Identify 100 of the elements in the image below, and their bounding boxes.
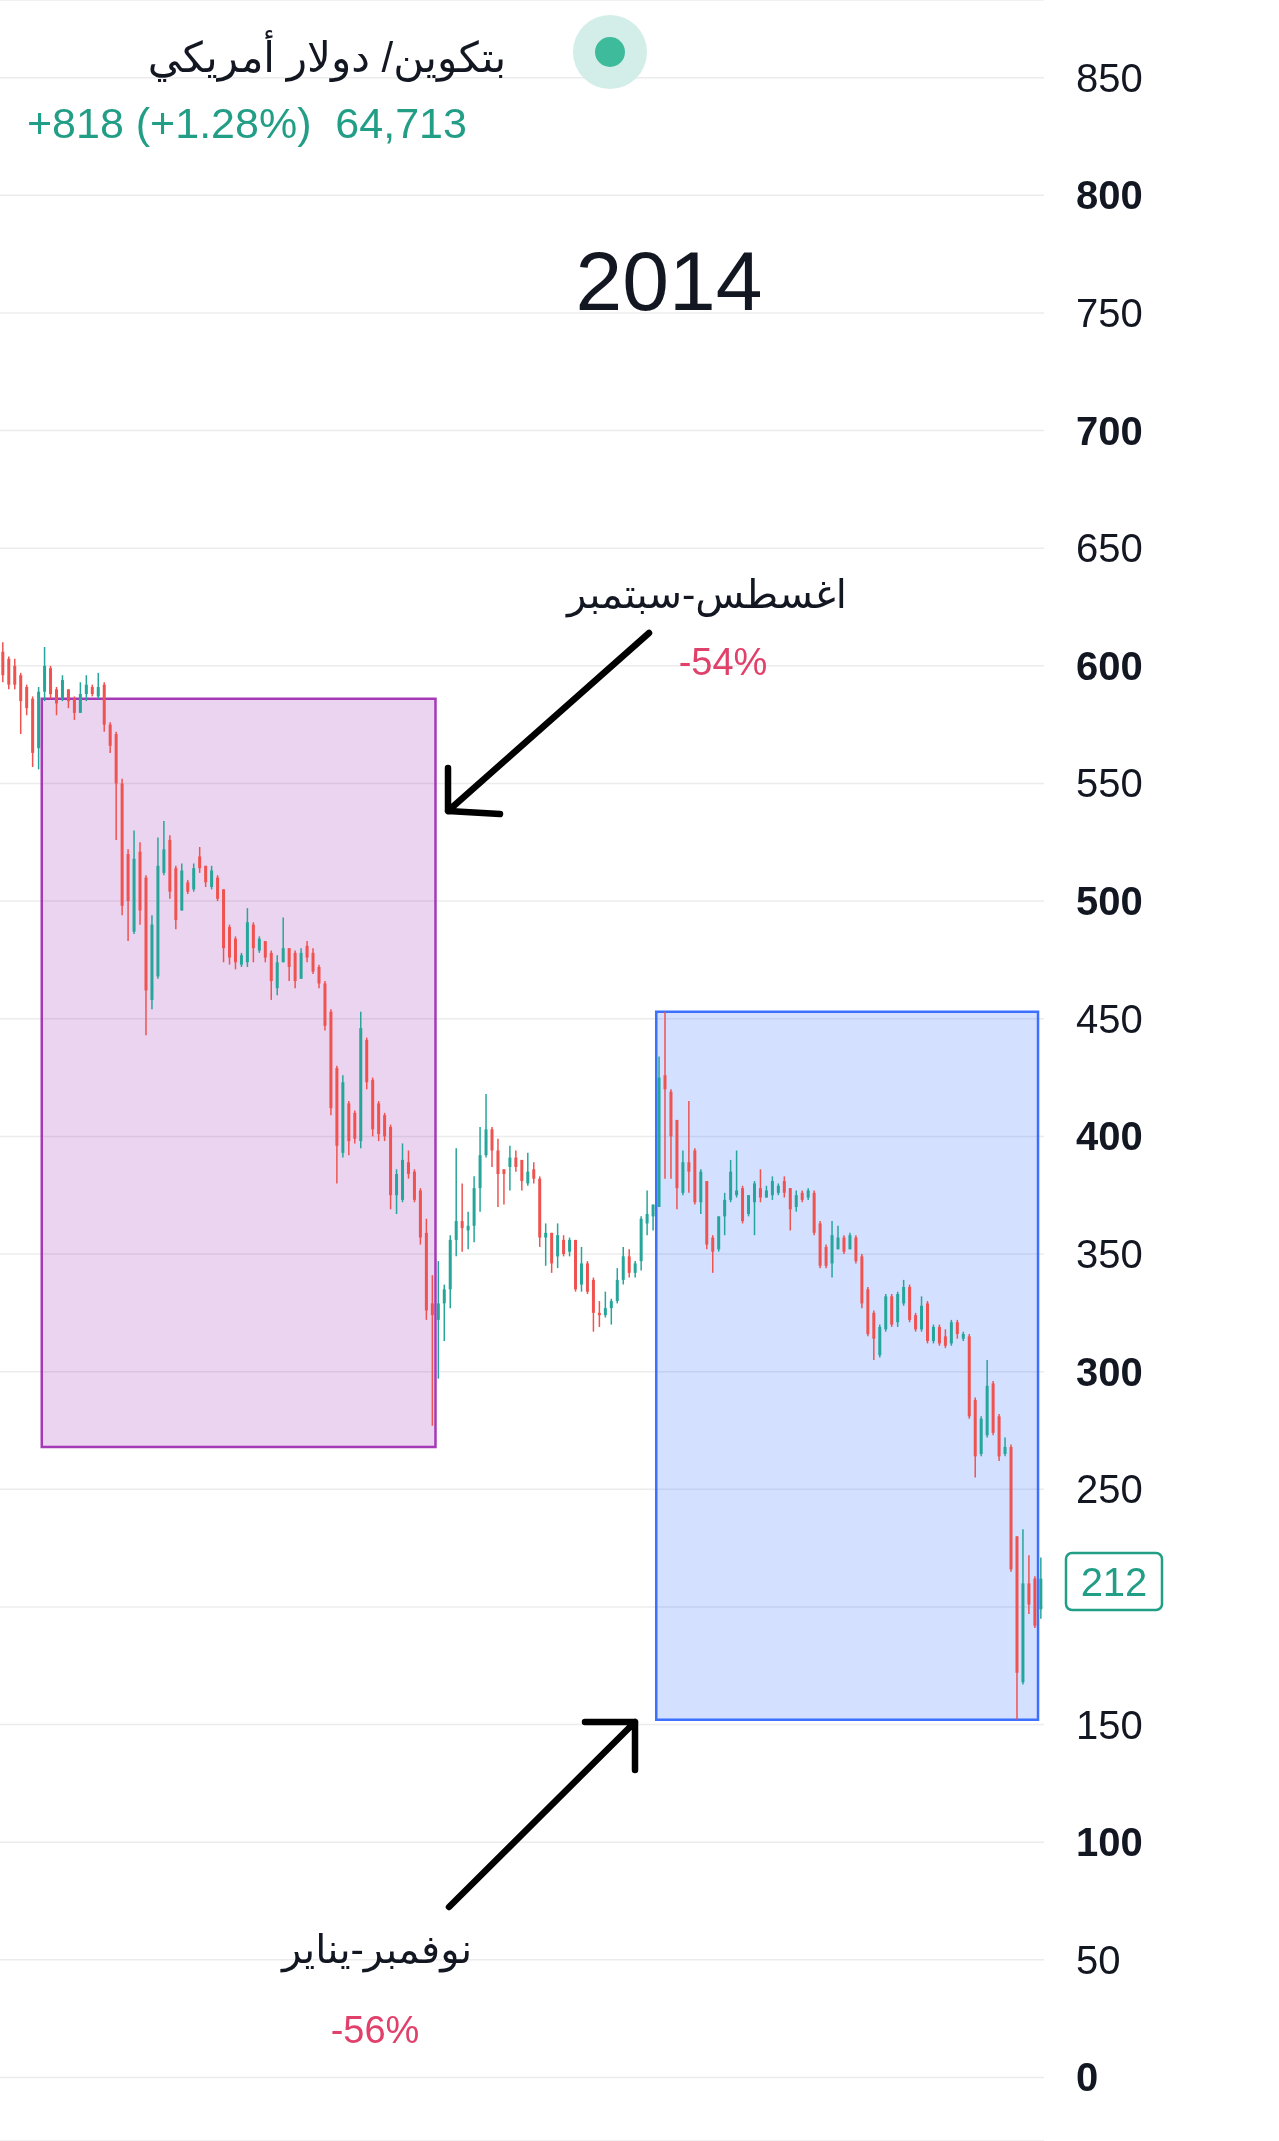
- y-tick-label: 400: [1076, 1114, 1143, 1159]
- candlestick: [770, 1175, 774, 1201]
- candlestick: [502, 1168, 506, 1206]
- candlestick: [490, 1126, 494, 1168]
- candlestick: [66, 688, 70, 709]
- candlestick: [568, 1236, 572, 1258]
- candlestick: [556, 1222, 560, 1269]
- text: بتكوين/ دولار أمريكي: [147, 29, 507, 83]
- candlestick: [430, 1274, 434, 1427]
- candlestick: [627, 1248, 631, 1279]
- y-tick-label: 300: [1076, 1349, 1143, 1394]
- candlestick: [621, 1246, 625, 1286]
- candlestick: [603, 1290, 607, 1319]
- candlestick: [287, 947, 291, 982]
- candlestick: [1003, 1436, 1007, 1458]
- candlestick: [514, 1149, 518, 1173]
- candlestick: [317, 963, 321, 989]
- text: 212: [1080, 1560, 1148, 1604]
- y-tick-label: 650: [1076, 526, 1143, 571]
- candlestick: [943, 1328, 947, 1349]
- y-tick-label: 50: [1076, 1937, 1121, 1982]
- candlestick: [78, 681, 82, 714]
- candlestick: [902, 1279, 906, 1307]
- y-tick-label: 450: [1076, 996, 1143, 1041]
- candlestick: [460, 1182, 464, 1253]
- candlestick: [723, 1192, 727, 1236]
- y-tick-label: 250: [1076, 1467, 1143, 1512]
- candlestick: [383, 1112, 387, 1142]
- candlestick: [687, 1100, 691, 1194]
- candlestick: [406, 1149, 410, 1180]
- candlestick: [96, 672, 100, 700]
- annotation: اغسطس-سبتمبر: [565, 572, 847, 618]
- candlestick: [1, 641, 5, 684]
- y-tick-label: 500: [1076, 879, 1143, 924]
- candlestick: [645, 1189, 649, 1236]
- candlestick: [60, 674, 64, 702]
- annotation: 2014: [575, 234, 763, 328]
- annotation: نوفمبر-يناير: [279, 1927, 473, 1973]
- candlestick: [436, 1260, 440, 1380]
- candlestick: [84, 674, 88, 702]
- candlestick: [281, 916, 285, 964]
- candlestick: [609, 1297, 613, 1326]
- candlestick: [395, 1168, 399, 1215]
- candlestick: [794, 1189, 798, 1213]
- y-tick-label: 350: [1076, 1232, 1143, 1277]
- candlestick: [1027, 1554, 1031, 1615]
- text: +818 (+1.28%) 64,713: [27, 99, 467, 147]
- y-tick-label: 100: [1076, 1820, 1143, 1865]
- candlestick: [758, 1168, 762, 1203]
- candlestick: [663, 1010, 667, 1180]
- candlestick: [454, 1147, 458, 1258]
- annotation: -54%: [678, 641, 768, 683]
- y-tick-label: 800: [1076, 173, 1143, 218]
- candlestick: [401, 1142, 405, 1203]
- candlestick: [210, 865, 214, 891]
- candlestick: [544, 1222, 548, 1267]
- candlestick: [747, 1194, 751, 1218]
- candlestick: [955, 1319, 959, 1340]
- candlestick: [263, 940, 267, 964]
- candlestick: [305, 940, 309, 964]
- candlestick: [782, 1175, 786, 1199]
- candlestick: [162, 820, 166, 876]
- candlestick: [842, 1234, 846, 1255]
- candlestick: [251, 921, 255, 964]
- candlestick: [25, 683, 29, 716]
- candlestick: [192, 862, 196, 893]
- candlestick: [216, 874, 220, 902]
- candlestick: [72, 695, 76, 721]
- candlestick: [949, 1319, 953, 1347]
- candlestick: [13, 658, 17, 691]
- candlestick: [55, 686, 58, 716]
- y-tick-label: 0: [1076, 2055, 1099, 2100]
- candlestick: [233, 935, 237, 971]
- candlestick: [752, 1180, 756, 1236]
- candlestick: [311, 947, 315, 975]
- candlestick: [508, 1145, 512, 1192]
- y-tick-label: 550: [1076, 761, 1143, 806]
- candlestick: [824, 1243, 828, 1269]
- candlestick: [735, 1149, 739, 1199]
- y-tick-label: 850: [1076, 55, 1143, 100]
- candlestick: [108, 721, 112, 754]
- candlestick: [579, 1246, 583, 1293]
- candlestick: [532, 1161, 536, 1185]
- candlestick: [228, 923, 232, 966]
- annotation: -56%: [330, 2009, 420, 2051]
- candlestick: [198, 846, 202, 874]
- candlestick: [562, 1234, 566, 1258]
- candlestick: [520, 1159, 524, 1192]
- candlestick: [914, 1312, 918, 1333]
- candlestick: [920, 1295, 924, 1333]
- candlestick: [711, 1234, 715, 1274]
- candlestick: [442, 1283, 446, 1342]
- y-tick-label: 700: [1076, 408, 1143, 453]
- candlestick: [926, 1300, 929, 1345]
- candlestick: [937, 1323, 941, 1347]
- y-tick-label: 600: [1076, 643, 1143, 688]
- y-tick-label: 150: [1076, 1702, 1143, 1747]
- candlestick: [496, 1137, 500, 1208]
- candlestick: [526, 1152, 530, 1187]
- candlestick: [788, 1187, 792, 1232]
